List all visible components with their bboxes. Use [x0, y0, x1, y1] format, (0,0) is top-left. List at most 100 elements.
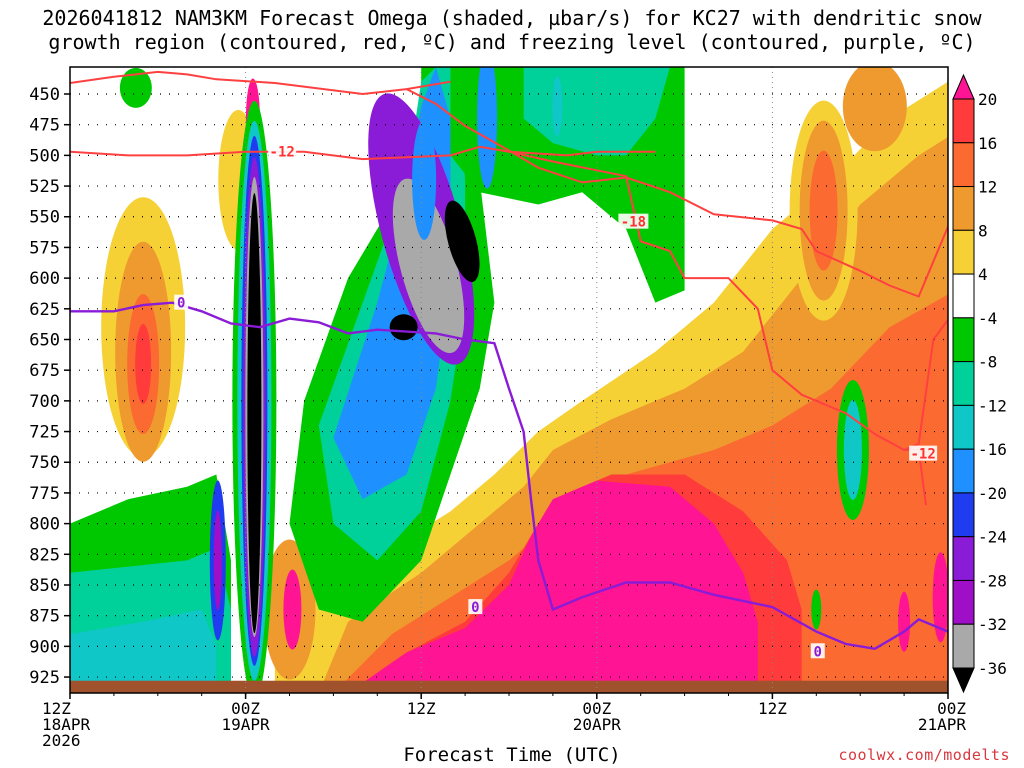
label-bg-freezing-a: [174, 294, 189, 310]
y-tick-label: 525: [29, 177, 60, 197]
chart-title-line2: growth region (contoured, red, ºC) and f…: [48, 30, 976, 54]
y-tick-label: 925: [29, 668, 60, 688]
label-bg-freezing-b: [468, 599, 483, 615]
x-tick-label: 00Z: [231, 699, 260, 718]
x-tick-label: 19APR: [222, 715, 271, 734]
label-minus18: -18: [621, 215, 646, 231]
colorbar-band: [952, 536, 975, 581]
colorbar-band: [952, 317, 975, 363]
y-tick-label: 650: [29, 330, 60, 350]
colorbar-label: -36: [978, 659, 1007, 678]
contour-lines: -12 -18 -12 0 0 0: [70, 70, 948, 660]
y-tick-label: 725: [29, 423, 60, 443]
colorbar-label: 4: [978, 265, 988, 284]
y-tick-label: 550: [29, 208, 60, 228]
x-tick-label: 20APR: [573, 715, 622, 734]
colorbar-label: 16: [978, 134, 997, 153]
dgz-contour-minus18: [406, 88, 948, 298]
upper-right-warm-inner: [809, 150, 838, 271]
omega-shading: [70, 67, 948, 693]
y-tick-label: 900: [29, 637, 60, 657]
y-tick-label: 825: [29, 545, 60, 565]
upper-descent-cyan: [552, 76, 563, 137]
column-descent-core: [247, 193, 262, 634]
upper-descent-blue2: [412, 119, 437, 240]
x-tick-label: 00Z: [582, 699, 611, 718]
x-axis-label: Forecast Time (UTC): [403, 744, 621, 766]
label-bg-minus12-upper: [268, 143, 297, 159]
colorbar-label: 8: [978, 221, 988, 240]
colorbar-label: -12: [978, 396, 1007, 415]
y-tick-label: 775: [29, 484, 60, 504]
lower-right-max2: [898, 591, 911, 652]
ascent-band-gt20: [348, 480, 758, 693]
colorbar-cap-top: [952, 73, 975, 100]
x-tick-label: 21APR: [918, 715, 967, 734]
colorbar-band: [952, 404, 975, 450]
chart-title-line1: 2026041812 NAM3KM Forecast Omega (shaded…: [42, 6, 982, 30]
lower-right-warm: [926, 396, 948, 577]
y-tick-label: 700: [29, 392, 60, 412]
top-left-descent: [119, 67, 152, 108]
right-descent-b: [843, 399, 862, 500]
y-tick-label: 600: [29, 269, 60, 289]
colorbar-label: 12: [978, 178, 997, 197]
label-freezing-a: 0: [177, 296, 185, 312]
x-tick-label: 12Z: [407, 699, 436, 718]
y-tick-label: 875: [29, 607, 60, 627]
x-tick-label: 00Z: [937, 699, 966, 718]
label-bg-minus12-lower: [909, 445, 938, 461]
colorbar-band: [952, 361, 975, 406]
colorbar-label: -16: [978, 440, 1007, 459]
colorbar-label: -20: [978, 484, 1007, 503]
y-tick-label: 675: [29, 361, 60, 381]
x-tick-label: 2026: [42, 731, 81, 750]
y-axis: 450 475 500 525 550 575 600 625 650 675 700 725 750 7…: [29, 85, 70, 688]
dgz-contour-minus12-top: [70, 70, 451, 96]
colorbar-band: [952, 186, 975, 231]
colorbar-band: [952, 142, 975, 188]
y-tick-label: 625: [29, 300, 60, 320]
colorbar-cap-bottom: [952, 667, 975, 694]
x-tick-label: 12Z: [42, 699, 71, 718]
colorbar-label: 20: [978, 90, 997, 109]
y-tick-label: 750: [29, 453, 60, 473]
dgz-contour-minus12-upper: [70, 145, 656, 161]
side-descent-b: [213, 510, 222, 611]
label-freezing-c: 0: [814, 644, 822, 660]
mid-low-max: [283, 569, 302, 650]
label-minus12-lower: -12: [910, 447, 935, 463]
colorbar-band: [952, 273, 975, 319]
colorbar-band: [952, 98, 975, 144]
credit-link[interactable]: coolwx.com/modelts: [838, 746, 1010, 764]
left-descent-band3: [70, 609, 217, 693]
colorbar-band: [952, 448, 975, 494]
y-tick-label: 475: [29, 116, 60, 136]
freezing-level-contour: [70, 301, 948, 651]
x-tick-label: 12Z: [758, 699, 787, 718]
colorbar: 20 16 12 8 4 -4 -8 -12 -16 -20 -24 -28 -32 -36: [952, 73, 1007, 694]
y-tick-label: 850: [29, 576, 60, 596]
upper-descent-blue: [477, 67, 498, 189]
colorbar-band: [952, 492, 975, 538]
label-minus12-upper: -12: [270, 145, 295, 161]
top-right-warm: [842, 67, 907, 152]
colorbar-band: [952, 579, 975, 625]
mid-descent-core2: [389, 314, 418, 341]
label-freezing-b: 0: [471, 600, 479, 616]
mid-descent-core1: [444, 200, 480, 283]
label-bg-minus18: [618, 213, 649, 229]
terrain-surface: [70, 680, 948, 693]
right-descent-c: [811, 589, 822, 630]
y-tick-label: 500: [29, 146, 60, 166]
x-tick-label: 18APR: [42, 715, 91, 734]
early-warm-core: [135, 324, 152, 405]
mid-descent-grey: [392, 178, 465, 354]
colorbar-label: -4: [978, 309, 997, 328]
colorbar-band: [952, 229, 975, 275]
colorbar-band: [952, 623, 975, 669]
colorbar-label: -32: [978, 615, 1007, 634]
colorbar-label: -28: [978, 571, 1007, 590]
